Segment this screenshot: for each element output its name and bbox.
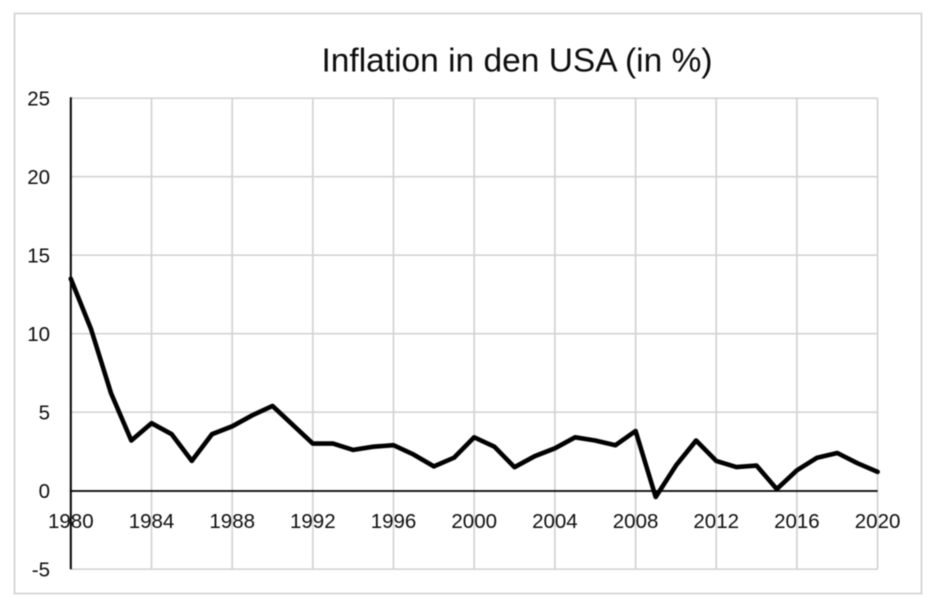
svg-text:2000: 2000 <box>451 510 497 533</box>
svg-text:Inflation in den USA (in %): Inflation in den USA (in %) <box>321 43 712 80</box>
svg-text:10: 10 <box>27 323 50 346</box>
svg-text:0: 0 <box>39 480 50 503</box>
svg-text:1980: 1980 <box>48 510 94 533</box>
svg-text:-5: -5 <box>32 559 50 582</box>
svg-text:2004: 2004 <box>532 510 578 533</box>
svg-text:20: 20 <box>27 166 50 189</box>
svg-text:2008: 2008 <box>613 510 659 533</box>
svg-text:1996: 1996 <box>371 510 417 533</box>
svg-text:1984: 1984 <box>129 510 175 533</box>
svg-text:25: 25 <box>27 88 50 111</box>
svg-text:15: 15 <box>27 245 50 268</box>
svg-text:1992: 1992 <box>290 510 336 533</box>
svg-text:1988: 1988 <box>209 510 255 533</box>
svg-text:2016: 2016 <box>774 510 820 533</box>
svg-text:5: 5 <box>39 402 50 425</box>
svg-text:2020: 2020 <box>855 510 901 533</box>
svg-text:2012: 2012 <box>693 510 739 533</box>
